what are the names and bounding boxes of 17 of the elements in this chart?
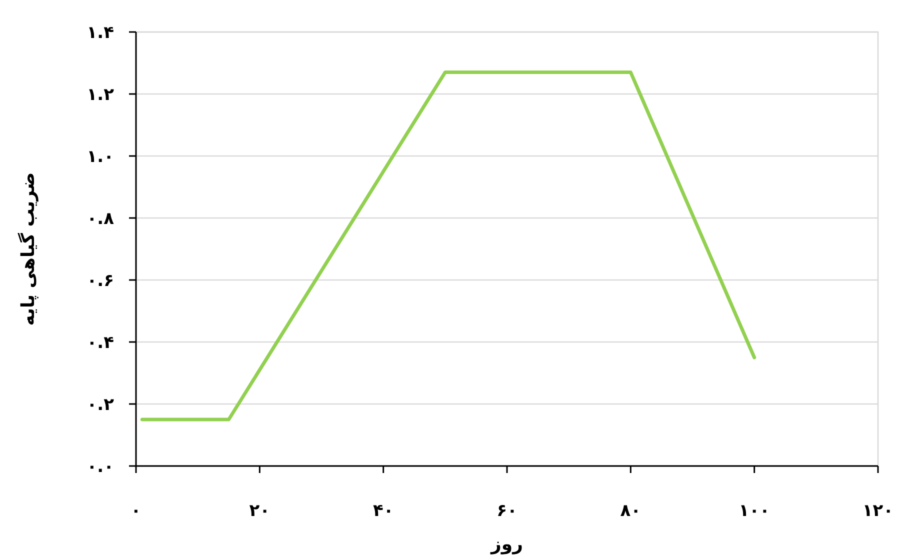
x-tick-label: ۶۰ (496, 501, 518, 521)
y-tick-label: ۰.۰ (86, 456, 114, 477)
x-tick-label: ۱۰۰ (738, 501, 770, 521)
x-tick-label: ۲۰ (249, 501, 270, 521)
y-axis-title: ضریب گیاهی پایه (17, 172, 39, 326)
y-tick-label: ۱.۲ (86, 84, 115, 105)
x-tick-label: ۱۲۰ (862, 501, 894, 521)
y-tick-label: ۱.۴ (86, 22, 114, 43)
y-tick-label: ۰.۶ (86, 270, 114, 291)
x-tick-label: ۴۰ (372, 501, 394, 521)
x-axis-title: روز (490, 534, 523, 555)
x-tick-label: ۰ (130, 501, 142, 521)
y-tick-label: ۰.۲ (86, 394, 115, 415)
y-tick-label: ۰.۴ (86, 332, 114, 353)
y-tick-label: ۰.۸ (86, 208, 115, 229)
y-tick-label: ۱.۰ (86, 146, 114, 167)
x-tick-label: ۸۰ (620, 501, 642, 521)
